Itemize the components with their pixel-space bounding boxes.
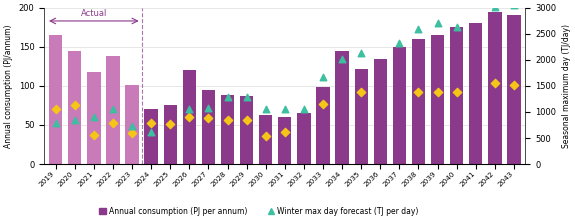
Point — [452, 25, 461, 29]
Point — [70, 118, 79, 121]
Point — [433, 21, 442, 25]
Point — [128, 132, 137, 135]
Bar — [144, 109, 158, 164]
Bar — [240, 96, 254, 164]
Point — [108, 108, 117, 111]
Bar — [259, 115, 273, 164]
Point — [280, 130, 289, 133]
Bar — [163, 106, 177, 164]
Point — [147, 130, 156, 133]
Point — [89, 115, 98, 119]
Bar — [469, 23, 482, 164]
Point — [242, 96, 251, 99]
Point — [185, 108, 194, 111]
Point — [147, 122, 156, 125]
Point — [338, 58, 347, 61]
Y-axis label: Annual consumption (PJ/annum): Annual consumption (PJ/annum) — [4, 24, 13, 148]
Legend: Annual consumption (PJ per annum), Summer max day forecast (TJ per day), Winter : Annual consumption (PJ per annum), Summe… — [95, 204, 422, 218]
Point — [261, 134, 270, 137]
Bar — [393, 47, 406, 164]
Point — [128, 124, 137, 128]
Bar — [412, 39, 425, 164]
Bar — [87, 72, 101, 164]
Point — [395, 41, 404, 45]
Point — [204, 106, 213, 109]
Point — [223, 119, 232, 122]
Point — [70, 103, 79, 107]
Bar — [507, 15, 520, 164]
Point — [300, 108, 309, 111]
Bar — [68, 51, 82, 164]
Point — [280, 108, 289, 111]
Bar — [202, 90, 215, 164]
Point — [490, 5, 500, 8]
Point — [414, 27, 423, 30]
Point — [452, 90, 461, 93]
Point — [108, 121, 117, 125]
Point — [356, 90, 366, 93]
Bar — [221, 95, 234, 164]
Bar — [297, 113, 311, 164]
Point — [166, 123, 175, 126]
Bar — [450, 27, 463, 164]
Bar — [335, 51, 349, 164]
Point — [51, 121, 60, 125]
Bar — [125, 85, 139, 164]
Point — [185, 115, 194, 119]
Point — [356, 51, 366, 55]
Bar — [488, 12, 501, 164]
Bar — [355, 69, 368, 164]
Bar — [374, 58, 387, 164]
Point — [242, 118, 251, 121]
Point — [509, 83, 519, 87]
Text: Actual: Actual — [81, 9, 107, 18]
Bar — [316, 87, 329, 164]
Bar — [183, 70, 196, 164]
Bar — [49, 35, 62, 164]
Point — [414, 90, 423, 93]
Point — [509, 3, 519, 6]
Point — [319, 102, 328, 105]
Point — [223, 96, 232, 99]
Bar — [278, 117, 292, 164]
Point — [433, 90, 442, 93]
Point — [261, 108, 270, 111]
Point — [89, 134, 98, 137]
Point — [319, 75, 328, 79]
Bar — [106, 56, 120, 164]
Point — [490, 82, 500, 85]
Y-axis label: Seasonal maximum day (TJ/day): Seasonal maximum day (TJ/day) — [562, 24, 571, 148]
Point — [51, 108, 60, 111]
Point — [204, 116, 213, 120]
Bar — [431, 35, 444, 164]
